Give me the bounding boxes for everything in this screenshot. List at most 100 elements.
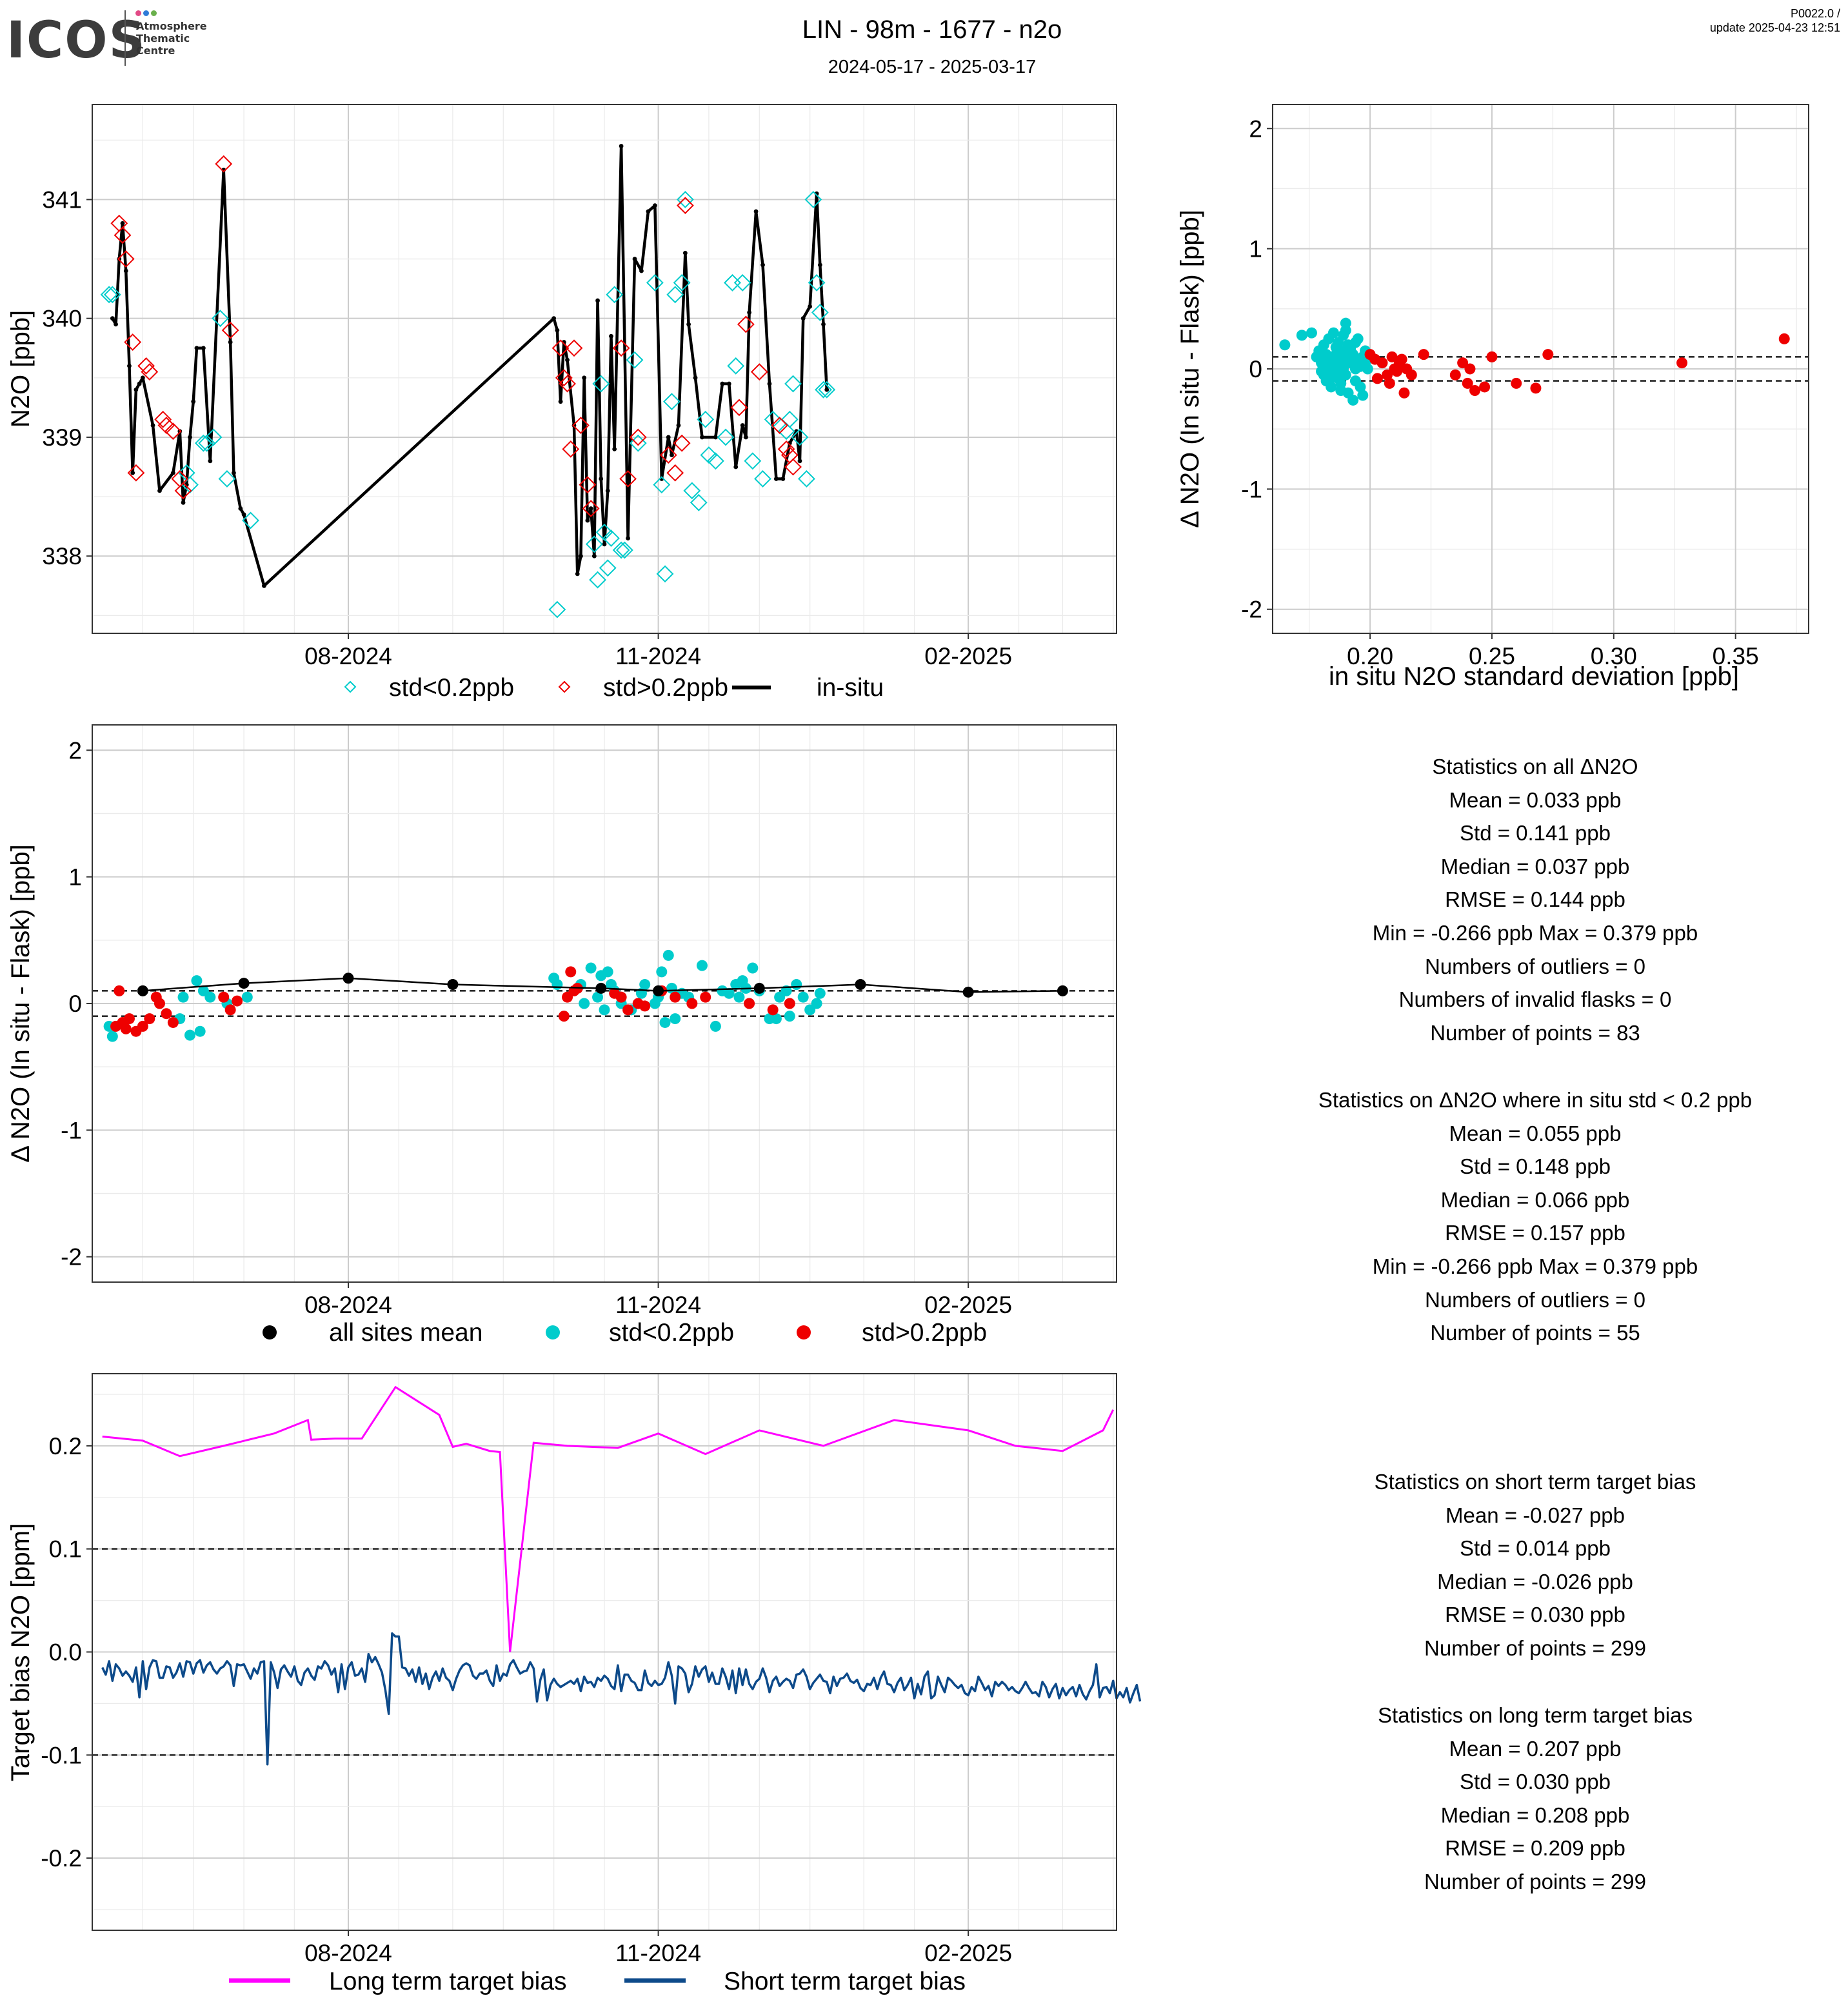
ts-frame	[92, 104, 1117, 634]
page-title: LIN - 98m - 1677 - n2o	[802, 15, 1062, 44]
sd-y-tick-label: 1	[1249, 236, 1262, 262]
dt-high-std-point	[558, 1011, 570, 1022]
flask-high-std-marker	[127, 464, 145, 482]
flask-high-std-marker	[784, 458, 802, 476]
dt-mean-line	[143, 977, 1063, 993]
flask-low-std-marker	[585, 535, 603, 553]
legend-insitu-label: in-situ	[817, 674, 884, 702]
sd-high-std-point	[1530, 382, 1542, 394]
dt-low-std-point	[551, 979, 563, 991]
insitu-point	[639, 268, 644, 273]
flask-high-std-marker	[673, 434, 691, 452]
ts-y-tick-label: 339	[42, 424, 82, 451]
insitu-point	[120, 221, 125, 226]
insitu-point	[170, 470, 175, 475]
dt-high-std-point	[686, 998, 698, 1009]
insitu-point	[140, 375, 145, 381]
tb-x-tick-label: 02-2025	[924, 1940, 1012, 1966]
dt-high-std-point	[639, 1000, 651, 1012]
dt-low-std-point	[602, 966, 613, 978]
insitu-point	[686, 322, 691, 327]
tb-y-tick-label: 0.1	[49, 1536, 82, 1563]
flask-low-std-marker	[612, 541, 630, 559]
stats-all-outliers: Numbers of outliers = 0	[1424, 954, 1646, 978]
insitu-point	[626, 536, 630, 540]
flask-low-std-marker	[198, 434, 216, 452]
insitu-point	[231, 470, 236, 475]
flask-low-std-marker	[791, 428, 809, 446]
insitu-point	[134, 387, 139, 392]
insitu-point	[605, 488, 610, 493]
ts-y-axis-label: N2O [ppb]	[6, 310, 35, 428]
dt-low-std-point	[659, 1016, 671, 1028]
dt-low-std-point	[710, 1020, 721, 1032]
insitu-point	[676, 423, 681, 428]
insitu-point	[646, 209, 651, 214]
flask-low-std-marker	[683, 482, 701, 500]
dt-low-std-point	[814, 987, 826, 999]
dt-low-std-point	[656, 966, 668, 978]
flask-high-std-marker	[164, 422, 182, 440]
insitu-point	[666, 435, 671, 440]
insitu-point	[774, 477, 779, 481]
version-info: P0022.0 / update 2025-04-23 12:51	[1710, 6, 1840, 35]
dt-mean-point	[137, 985, 148, 996]
sd-high-std-point	[1778, 333, 1790, 344]
dt-mean-point	[962, 986, 974, 998]
flask-low-std-marker	[780, 410, 799, 428]
dt-mean-point	[595, 982, 607, 994]
insitu-point	[632, 257, 637, 261]
sd-low-std-point	[1316, 366, 1327, 377]
stats-long-count: Number of points = 299	[1424, 1869, 1646, 1893]
stats-short-term: Statistics on short term target bias Mea…	[1213, 1465, 1848, 1665]
legend-low-std-label: std<0.2ppb	[389, 674, 514, 702]
dt-high-std-point	[615, 991, 627, 1003]
insitu-point	[191, 399, 196, 404]
flask-high-std-marker	[565, 339, 583, 357]
flask-low-std-marker	[727, 357, 745, 375]
dt-low-std-point	[194, 1025, 206, 1037]
stats-long-mean: Mean = 0.207 ppb	[1449, 1736, 1622, 1761]
insitu-point	[555, 328, 560, 333]
ts-x-tick-label: 11-2024	[615, 643, 701, 669]
logo-subtitle-line-2: Thematic	[136, 32, 190, 44]
version-label: P0022.0 /	[1790, 7, 1840, 20]
insitu-point	[551, 316, 557, 321]
insitu-point	[619, 144, 624, 148]
logo-dot-blue	[143, 10, 149, 16]
flask-low-std-marker	[626, 351, 644, 369]
flask-high-std-marker	[750, 363, 768, 381]
sd-high-std-point	[1382, 369, 1393, 381]
flask-high-std-marker	[579, 476, 597, 494]
flask-low-std-marker	[100, 286, 118, 304]
dt-mean-point	[855, 979, 866, 991]
insitu-point	[130, 470, 135, 475]
flask-low-std-marker	[204, 428, 223, 446]
legend-mean-icon	[263, 1325, 277, 1340]
flask-low-std-marker	[697, 410, 715, 428]
flask-high-std-marker	[572, 417, 590, 434]
insitu-point	[582, 375, 587, 381]
sd-high-std-point	[1511, 377, 1522, 389]
dt-high-std-point	[565, 966, 577, 978]
flask-high-std-marker	[666, 464, 684, 482]
insitu-point	[682, 250, 688, 255]
stats-short-mean: Mean = -0.027 ppb	[1446, 1503, 1625, 1527]
flask-low-std-marker	[676, 191, 694, 208]
insitu-point	[201, 346, 206, 351]
insitu-point	[599, 477, 604, 481]
insitu-point	[767, 381, 772, 386]
sd-high-std-point	[1386, 351, 1398, 362]
stats-long-heading: Statistics on long term target bias	[1378, 1703, 1693, 1727]
stats-low-median: Median = 0.066 ppb	[1440, 1187, 1630, 1212]
dt-low-std-point	[747, 962, 759, 974]
flask-high-std-marker	[551, 339, 570, 357]
dt-high-std-point	[137, 1020, 148, 1032]
tb-y-tick-label: -0.2	[41, 1845, 82, 1872]
dt-high-std-point	[232, 995, 243, 1007]
sd-high-std-point	[1418, 349, 1429, 361]
stats-short-heading: Statistics on short term target bias	[1374, 1470, 1696, 1494]
stats-low-std: Statistics on ΔN2O where in situ std < 0…	[1213, 1083, 1848, 1350]
dt-low-std-point	[177, 991, 189, 1003]
flask-high-std-marker	[777, 440, 795, 458]
